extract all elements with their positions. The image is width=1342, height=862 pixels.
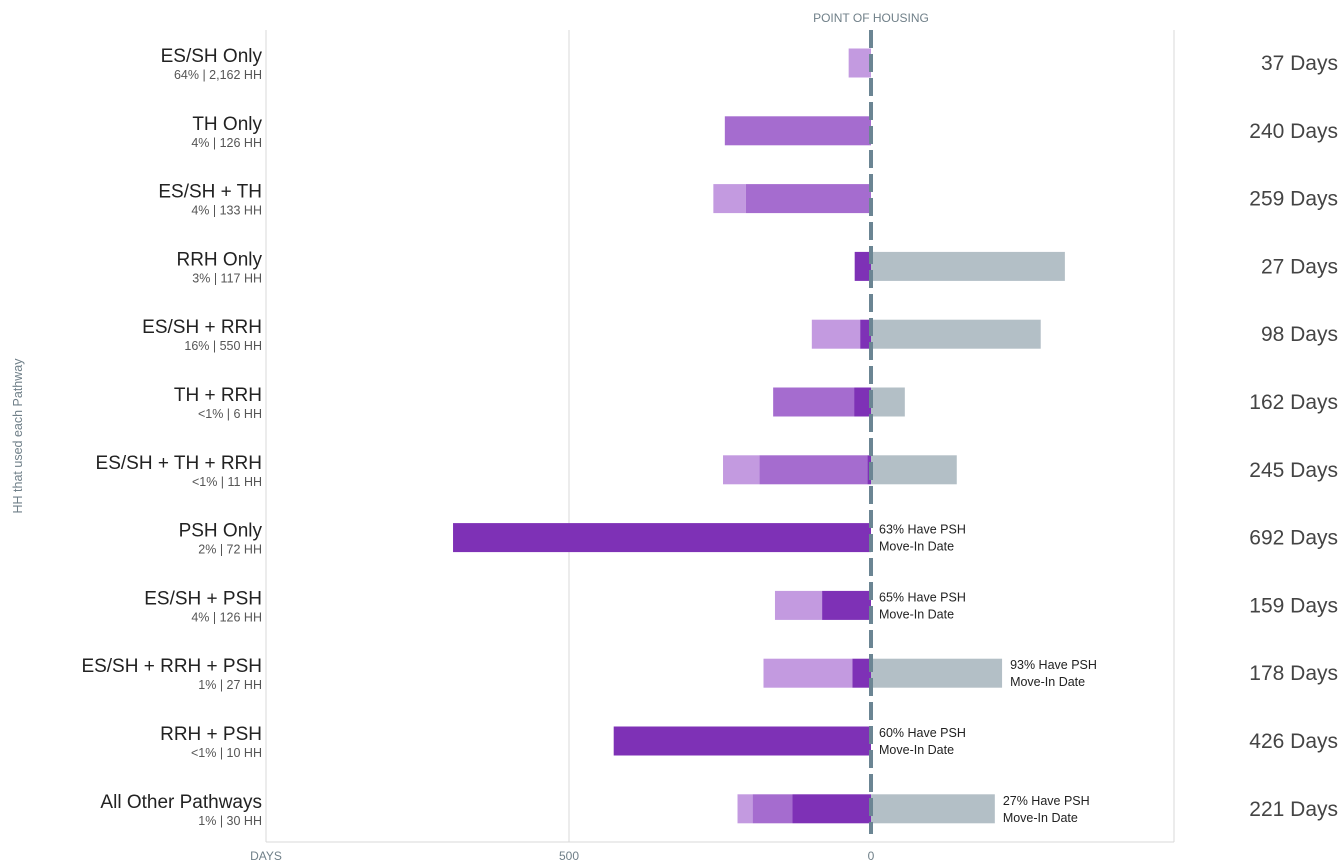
row-label-9: ES/SH + PSH xyxy=(144,588,262,609)
row-total-days-6: 162 Days xyxy=(1249,391,1338,414)
row-sublabel-12: 1% | 30 HH xyxy=(198,814,262,828)
row-sublabel-3: 4% | 133 HH xyxy=(191,204,262,218)
row-total-days-11: 426 Days xyxy=(1249,730,1338,753)
bar-pre-housing-5-1 xyxy=(860,319,871,349)
bar-pre-housing-5-2 xyxy=(811,319,861,349)
row-total-days-8: 692 Days xyxy=(1249,527,1338,550)
row-note-9-2: Move-In Date xyxy=(879,607,954,621)
row-sublabel-10: 1% | 27 HH xyxy=(198,678,262,692)
bar-post-housing-6 xyxy=(871,387,905,417)
row-total-days-9: 159 Days xyxy=(1249,594,1338,617)
row-sublabel-1: 64% | 2,162 HH xyxy=(174,68,262,82)
bar-pre-housing-3-2 xyxy=(713,184,746,214)
row-label-3: ES/SH + TH xyxy=(158,182,262,203)
row-label-11: RRH + PSH xyxy=(160,724,262,745)
row-note-12-1: 27% Have PSH xyxy=(1003,794,1090,808)
row-sublabel-4: 3% | 117 HH xyxy=(192,271,262,285)
bar-pre-housing-9-1 xyxy=(822,590,871,620)
row-total-days-3: 259 Days xyxy=(1249,188,1338,211)
row-label-5: ES/SH + RRH xyxy=(142,317,262,338)
row-label-6: TH + RRH xyxy=(174,385,262,406)
bar-pre-housing-4-1 xyxy=(854,251,871,281)
row-label-7: ES/SH + TH + RRH xyxy=(96,453,262,474)
bar-pre-housing-12-2 xyxy=(752,794,793,824)
bars-layer xyxy=(453,48,1065,824)
bar-pre-housing-10-1 xyxy=(852,658,871,688)
row-sublabel-11: <1% | 10 HH xyxy=(191,746,262,760)
bar-pre-housing-6-2 xyxy=(773,387,855,417)
row-label-12: All Other Pathways xyxy=(100,792,262,813)
bar-pre-housing-3-1 xyxy=(745,184,871,214)
row-sublabel-6: <1% | 6 HH xyxy=(198,407,262,421)
bar-post-housing-4 xyxy=(871,251,1065,281)
row-sublabel-7: <1% | 11 HH xyxy=(192,475,262,489)
row-total-days-2: 240 Days xyxy=(1249,120,1338,143)
row-note-10-2: Move-In Date xyxy=(1010,675,1085,689)
bar-post-housing-5 xyxy=(871,319,1041,349)
row-total-days-1: 37 Days xyxy=(1261,52,1338,75)
bar-pre-housing-10-2 xyxy=(763,658,853,688)
row-total-days-12: 221 Days xyxy=(1249,798,1338,821)
bar-post-housing-10 xyxy=(871,658,1003,688)
bar-pre-housing-1-1 xyxy=(848,48,871,78)
x-tick-label-0: 0 xyxy=(868,849,875,862)
row-note-8-1: 63% Have PSH xyxy=(879,523,966,537)
y-axis-label: HH that used each Pathway xyxy=(11,358,25,514)
bar-pre-housing-2-1 xyxy=(724,116,871,146)
chart-title: POINT OF HOUSING xyxy=(813,11,929,25)
row-note-9-1: 65% Have PSH xyxy=(879,590,966,604)
row-note-8-2: Move-In Date xyxy=(879,540,954,554)
bar-pre-housing-12-1 xyxy=(792,794,871,824)
row-label-2: TH Only xyxy=(192,114,262,135)
row-label-8: PSH Only xyxy=(179,521,263,542)
row-sublabel-9: 4% | 126 HH xyxy=(191,610,262,624)
row-total-days-7: 245 Days xyxy=(1249,459,1338,482)
bar-pre-housing-7-3 xyxy=(723,455,760,485)
row-label-1: ES/SH Only xyxy=(161,46,263,67)
bar-post-housing-12 xyxy=(871,794,995,824)
row-total-days-5: 98 Days xyxy=(1261,323,1338,346)
x-axis-name-label: DAYS xyxy=(250,849,282,862)
row-label-4: RRH Only xyxy=(176,249,262,270)
row-sublabel-2: 4% | 126 HH xyxy=(191,136,262,150)
bar-pre-housing-11-1 xyxy=(613,726,871,756)
row-note-11-2: Move-In Date xyxy=(879,743,954,757)
bar-post-housing-7 xyxy=(871,455,957,485)
row-note-12-2: Move-In Date xyxy=(1003,811,1078,825)
bar-pre-housing-8-1 xyxy=(453,523,871,553)
grid-layer xyxy=(265,30,1175,843)
row-sublabel-5: 16% | 550 HH xyxy=(184,339,262,353)
row-total-days-10: 178 Days xyxy=(1249,662,1338,685)
bar-pre-housing-6-1 xyxy=(854,387,871,417)
row-note-10-1: 93% Have PSH xyxy=(1010,658,1097,672)
row-label-10: ES/SH + RRH + PSH xyxy=(81,656,262,677)
row-total-days-4: 27 Days xyxy=(1261,255,1338,278)
bar-pre-housing-12-3 xyxy=(737,794,753,824)
row-note-11-1: 60% Have PSH xyxy=(879,726,966,740)
bar-pre-housing-7-2 xyxy=(759,455,868,485)
bar-pre-housing-9-2 xyxy=(774,590,823,620)
x-tick-label-500: 500 xyxy=(559,849,579,862)
row-sublabel-8: 2% | 72 HH xyxy=(198,543,262,557)
